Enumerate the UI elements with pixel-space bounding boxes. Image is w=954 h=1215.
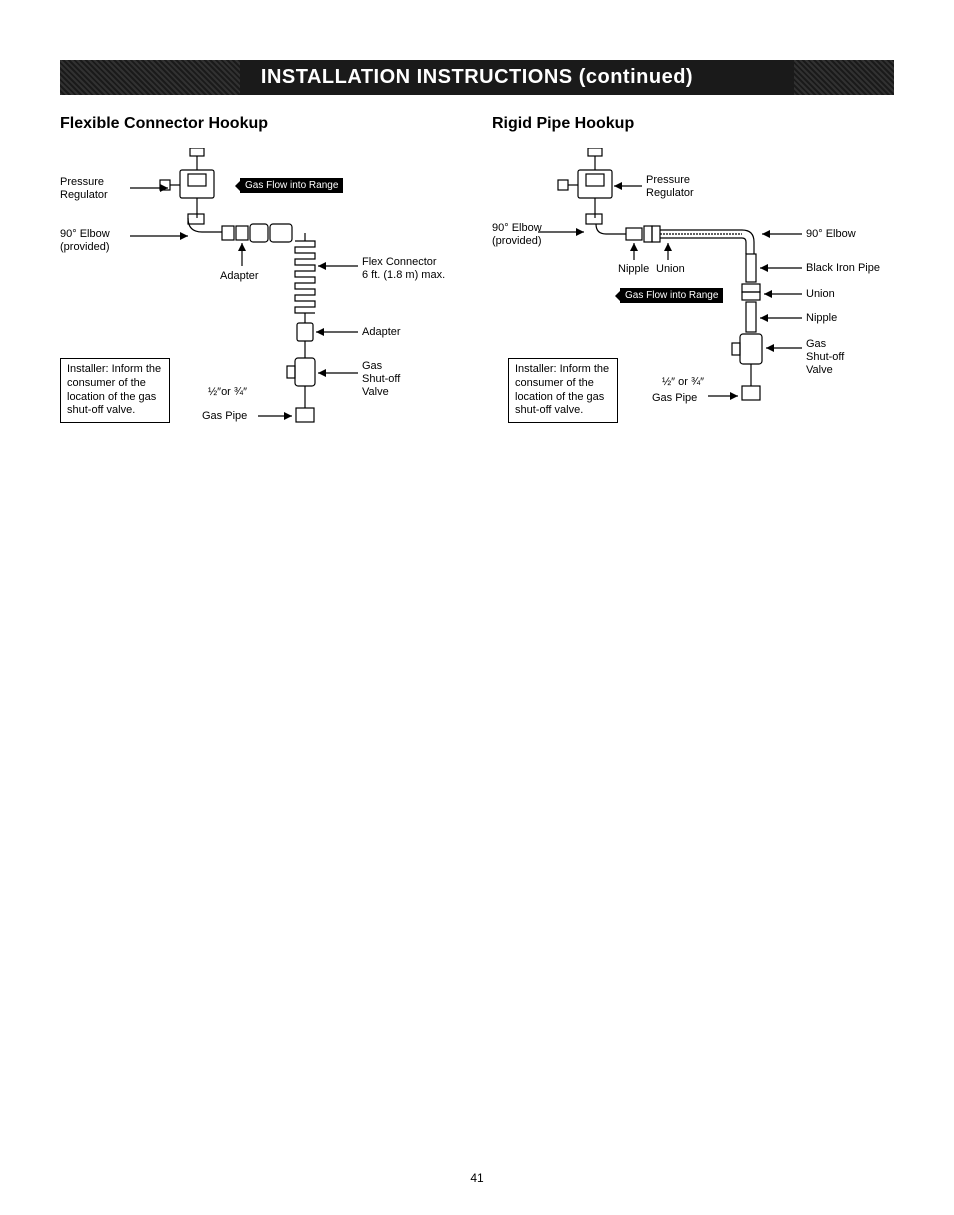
flow-tag: Gas Flow into Range: [240, 178, 343, 193]
r-flow-tag: Gas Flow into Range: [620, 288, 723, 303]
flexible-title: Flexible Connector Hookup: [60, 115, 462, 133]
installer-note: Installer: Inform the consumer of the lo…: [60, 358, 170, 423]
r-label-pressure-regulator: PressureRegulator: [646, 174, 694, 200]
r-label-pipe-size: ½″ or ¾″: [662, 376, 704, 389]
r-label-90elbow: 90° Elbow: [806, 228, 856, 241]
rigid-diagram: PressureRegulator 90° Elbow(provided) Ni…: [492, 148, 894, 468]
r-label-union2: Union: [806, 288, 835, 301]
label-flex-connector: Flex Connector6 ft. (1.8 m) max.: [362, 256, 445, 282]
content-columns: Flexible Connector Hookup: [60, 115, 894, 468]
r-label-union: Union: [656, 263, 685, 276]
page-number: 41: [470, 1171, 483, 1185]
rigid-title: Rigid Pipe Hookup: [492, 115, 894, 133]
label-elbow-provided: 90° Elbow(provided): [60, 228, 110, 254]
r-label-black-iron: Black Iron Pipe: [806, 262, 880, 275]
page-banner: INSTALLATION INSTRUCTIONS (continued): [60, 60, 894, 95]
rigid-hookup-column: Rigid Pipe Hookup: [492, 115, 894, 468]
label-gas-pipe: Gas Pipe: [202, 410, 247, 423]
label-shutoff: GasShut-offValve: [362, 360, 400, 400]
label-adapter: Adapter: [220, 270, 259, 283]
label-pressure-regulator: PressureRegulator: [60, 176, 108, 202]
flexible-hookup-column: Flexible Connector Hookup: [60, 115, 462, 468]
label-adapter2: Adapter: [362, 326, 401, 339]
label-pipe-size: ½″or ¾″: [208, 386, 247, 399]
banner-text: INSTALLATION INSTRUCTIONS (continued): [261, 66, 693, 88]
r-label-nipple2: Nipple: [806, 312, 837, 325]
flexible-diagram: PressureRegulator 90° Elbow(provided) Ga…: [60, 148, 462, 468]
r-label-gas-pipe: Gas Pipe: [652, 392, 697, 405]
r-label-shutoff: GasShut-offValve: [806, 338, 844, 378]
r-installer-note: Installer: Inform the consumer of the lo…: [508, 358, 618, 423]
r-label-elbow-provided: 90° Elbow(provided): [492, 222, 542, 248]
r-label-nipple: Nipple: [618, 263, 649, 276]
